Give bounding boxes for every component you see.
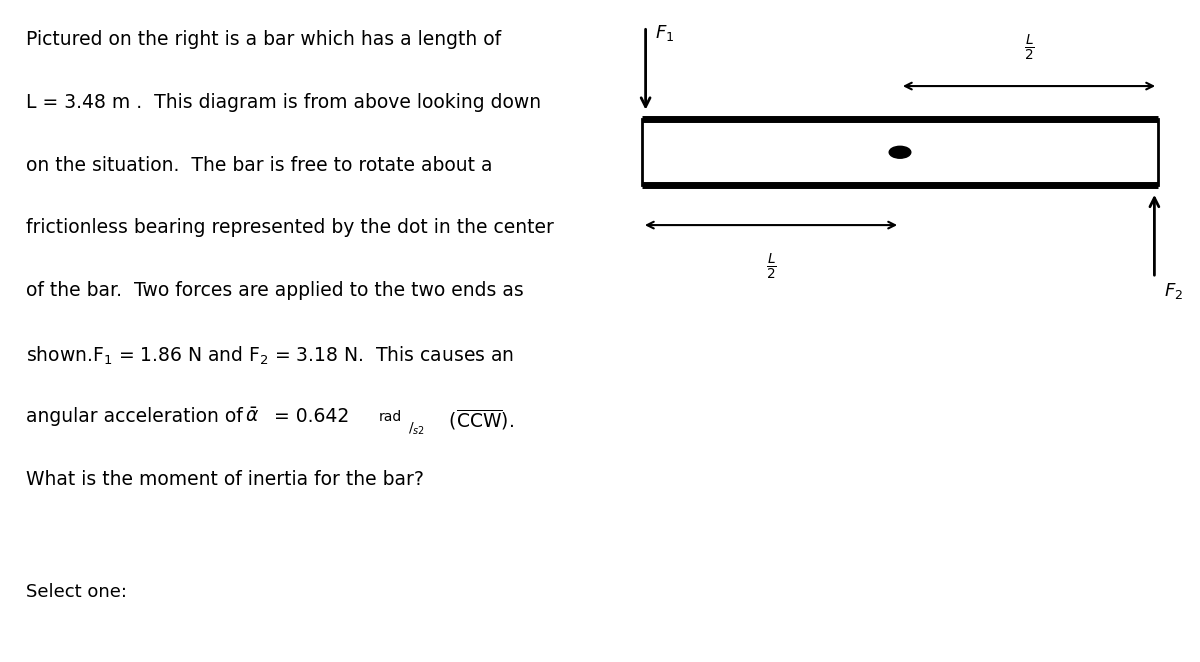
- Bar: [642, 119, 1158, 185]
- Text: $\frac{L}{2}$: $\frac{L}{2}$: [1024, 33, 1034, 63]
- Text: shown.F$_1$ = 1.86 N and F$_2$ = 3.18 N.  This causes an: shown.F$_1$ = 1.86 N and F$_2$ = 3.18 N.…: [26, 344, 515, 367]
- Circle shape: [889, 146, 911, 158]
- Text: $F_1$: $F_1$: [655, 23, 674, 43]
- Text: Select one:: Select one:: [26, 583, 127, 601]
- Text: rad: rad: [379, 410, 402, 424]
- Text: frictionless bearing represented by the dot in the center: frictionless bearing represented by the …: [26, 218, 554, 238]
- Text: /$_{s2}$: /$_{s2}$: [408, 420, 425, 437]
- Text: of the bar.  Two forces are applied to the two ends as: of the bar. Two forces are applied to th…: [26, 281, 524, 301]
- Text: on the situation.  The bar is free to rotate about a: on the situation. The bar is free to rot…: [26, 156, 493, 175]
- Text: Pictured on the right is a bar which has a length of: Pictured on the right is a bar which has…: [26, 30, 502, 49]
- Text: L = 3.48 m .  This diagram is from above looking down: L = 3.48 m . This diagram is from above …: [26, 93, 541, 112]
- Text: = 0.642: = 0.642: [268, 407, 355, 426]
- Text: $F_2$: $F_2$: [1164, 281, 1183, 301]
- Text: What is the moment of inertia for the bar?: What is the moment of inertia for the ba…: [26, 470, 425, 489]
- Text: $\bar{\alpha}$: $\bar{\alpha}$: [245, 407, 259, 426]
- Text: $\frac{L}{2}$: $\frac{L}{2}$: [766, 252, 776, 281]
- Text: angular acceleration of: angular acceleration of: [26, 407, 250, 426]
- Text: ($\overline{\mathrm{CCW}}$).: ($\overline{\mathrm{CCW}}$).: [443, 407, 514, 432]
